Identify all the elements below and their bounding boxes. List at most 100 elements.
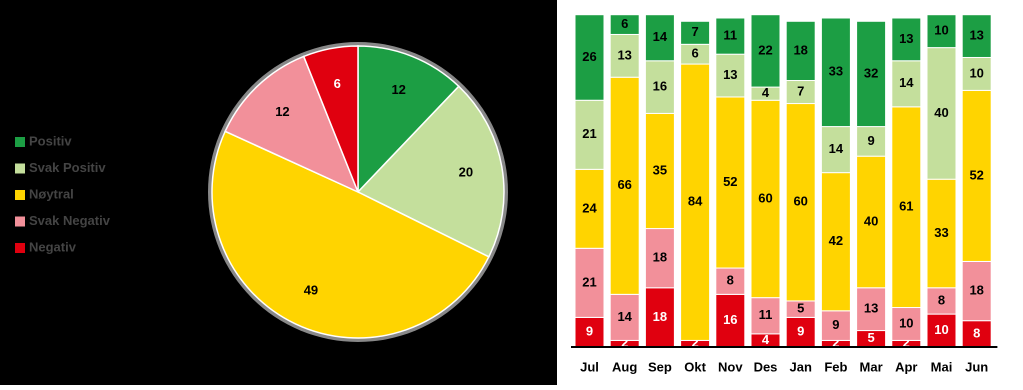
bar-value-label: 35	[653, 162, 667, 177]
bar-value-label: 2	[621, 335, 628, 350]
bar-value-label: 2	[832, 335, 839, 350]
bar-value-label: 21	[582, 274, 596, 289]
bar-value-label: 9	[867, 133, 874, 148]
x-tick-label: Mar	[860, 359, 883, 374]
bar-segment	[926, 178, 957, 289]
bar-segment	[644, 112, 675, 230]
legend-swatch	[15, 243, 25, 253]
pie-label: 6	[334, 76, 341, 91]
legend-label: Svak Negativ	[29, 213, 111, 228]
x-tick-label: Apr	[895, 359, 917, 374]
bar-value-label: 2	[903, 335, 910, 350]
bar-value-label: 40	[934, 105, 948, 120]
bar-value-label: 26	[582, 49, 596, 64]
bar-value-label: 10	[899, 315, 913, 330]
bar-value-label: 52	[969, 167, 983, 182]
bar-value-label: 10	[969, 65, 983, 80]
bar-segment	[750, 99, 781, 299]
bar-segment	[644, 228, 675, 289]
bar-value-label: 11	[759, 307, 773, 322]
bar-segment	[820, 17, 851, 128]
pie-slice	[357, 45, 460, 194]
bar-value-label: 4	[762, 85, 770, 100]
bar-value-label: 22	[758, 42, 772, 57]
bar-value-label: 52	[723, 174, 737, 189]
bar-segment	[961, 56, 992, 91]
pie-label: 12	[391, 82, 405, 97]
bar-value-label: 14	[899, 75, 914, 90]
bar-value-label: 16	[653, 79, 667, 94]
bar-value-label: 14	[617, 309, 632, 324]
bar-value-label: 11	[723, 28, 737, 43]
bar-segment	[715, 53, 746, 98]
bar-value-label: 13	[723, 67, 737, 82]
bar-value-label: 40	[864, 213, 878, 228]
bar-value-label: 24	[582, 200, 597, 215]
bar-segment	[609, 293, 640, 341]
bar-value-label: 18	[793, 42, 807, 57]
bar-segment	[574, 99, 605, 170]
bar-value-label: 9	[832, 317, 839, 332]
x-tick-label: Sep	[648, 359, 672, 374]
bar-value-label: 13	[899, 31, 913, 46]
bar-value-label: 33	[934, 225, 948, 240]
bar-segment	[926, 14, 957, 49]
legend-label: Negativ	[29, 239, 77, 254]
pie-label: 49	[304, 282, 318, 297]
bar-segment	[574, 168, 605, 249]
bar-segment	[891, 60, 922, 108]
bar-segment	[715, 17, 746, 55]
bar-value-label: 9	[797, 324, 804, 339]
bar-value-label: 13	[969, 28, 983, 43]
bar-value-label: 21	[582, 126, 596, 141]
bar-segment	[574, 14, 605, 101]
x-tick-label: Des	[754, 359, 778, 374]
bar-value-label: 18	[969, 283, 983, 298]
legend-label: Positiv	[29, 133, 72, 148]
bar-value-label: 14	[653, 29, 668, 44]
bar-value-label: 8	[973, 325, 980, 340]
pie-slice	[356, 85, 505, 258]
bar-value-label: 4	[762, 332, 770, 347]
bar-segment	[891, 17, 922, 62]
x-tick-label: Feb	[824, 359, 847, 374]
legend-swatch	[15, 190, 25, 200]
x-tick-label: Jun	[965, 359, 988, 374]
bar-value-label: 7	[691, 24, 698, 39]
bar-segment	[644, 60, 675, 114]
bar-segment	[609, 14, 640, 35]
bar-segment	[785, 20, 816, 82]
x-tick-label: Nov	[718, 359, 743, 374]
bar-segment	[644, 287, 675, 348]
pie-label: 12	[275, 104, 289, 119]
bar-segment	[609, 33, 640, 78]
bar-value-label: 84	[688, 194, 703, 209]
bar-value-label: 5	[797, 301, 804, 316]
bar-segment	[891, 307, 922, 341]
bar-segment	[961, 260, 992, 322]
bar-segment	[785, 103, 816, 302]
bar-value-label: 7	[797, 83, 804, 98]
bar-value-label: 42	[829, 233, 843, 248]
bar-value-label: 33	[829, 64, 843, 79]
pie-label: 20	[459, 164, 473, 179]
pie-slice	[224, 55, 360, 194]
legend-swatch	[15, 137, 25, 147]
bar-segment	[961, 14, 992, 58]
bar-segment	[856, 287, 887, 332]
bar-value-label: 14	[829, 141, 844, 156]
bar-value-label: 16	[723, 312, 737, 327]
bar-segment	[680, 63, 711, 341]
bar-value-label: 9	[586, 324, 593, 339]
bar-value-label: 13	[617, 47, 631, 62]
bar-segment	[856, 155, 887, 289]
bar-value-label: 18	[653, 309, 667, 324]
x-tick-label: Mai	[931, 359, 953, 374]
bar-value-label: 5	[867, 330, 874, 345]
bar-segment	[820, 172, 851, 312]
bar-segment	[715, 96, 746, 269]
bar-value-label: 32	[864, 65, 878, 80]
legend-label: Svak Positiv	[29, 160, 106, 175]
bar-value-label: 61	[899, 199, 913, 214]
